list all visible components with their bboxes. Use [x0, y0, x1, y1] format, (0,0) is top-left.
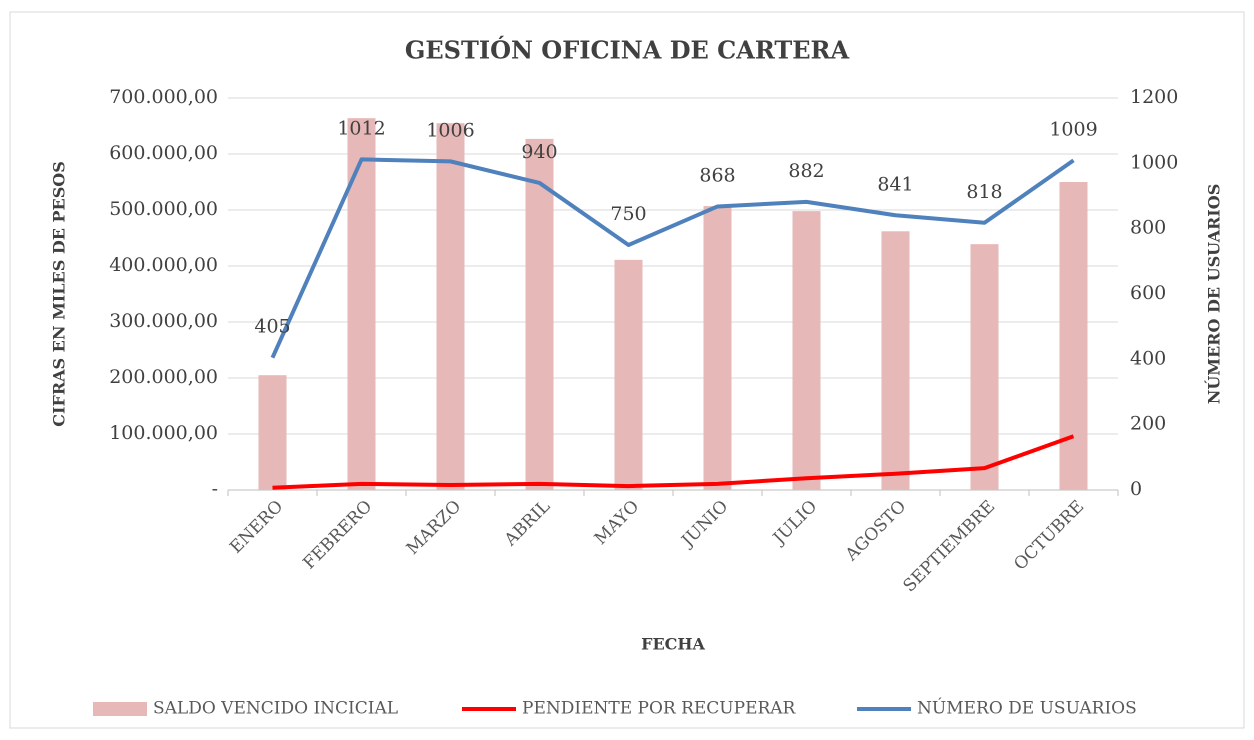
y-tick-label: 300.000,00	[109, 310, 218, 332]
y2-tick-label: 200	[1130, 413, 1166, 435]
legend-label: SALDO VENCIDO INCICIAL	[153, 699, 398, 719]
y2-tick-label: 1200	[1130, 86, 1178, 108]
legend-label: PENDIENTE POR RECUPERAR	[522, 699, 797, 719]
y-tick-label: 100.000,00	[109, 422, 218, 444]
data-label: 405	[254, 316, 290, 338]
bar	[792, 211, 821, 490]
bar	[614, 259, 643, 490]
y-tick-label: 700.000,00	[109, 86, 218, 108]
y-tick-label: 500.000,00	[109, 198, 218, 220]
bar	[525, 138, 554, 490]
line	[272, 434, 1075, 490]
data-label: 818	[966, 181, 1002, 203]
y2-axis-title: NÚMERO DE USUARIOS	[1204, 184, 1224, 405]
bar	[347, 118, 376, 490]
y2-tick-label: 1000	[1130, 151, 1178, 173]
bar	[881, 231, 910, 490]
line	[270, 157, 1075, 359]
y-tick-label: 200.000,00	[109, 366, 218, 388]
y2-tick-label: 400	[1130, 347, 1166, 369]
y-axis-title: CIFRAS EN MILES DE PESOS	[50, 161, 69, 426]
legend-label: NÚMERO DE USUARIOS	[917, 698, 1137, 719]
y-tick-label: 600.000,00	[109, 142, 218, 164]
data-label: 1012	[337, 117, 385, 139]
legend-swatch	[93, 702, 147, 716]
data-label: 841	[877, 173, 913, 195]
data-label: 868	[699, 164, 735, 186]
bar	[436, 123, 465, 490]
data-label: 750	[610, 203, 646, 225]
y-tick-label: -	[212, 478, 218, 500]
x-axis-title: FECHA	[641, 635, 705, 654]
bar	[970, 244, 999, 490]
bar	[258, 375, 287, 490]
data-label: 882	[788, 160, 824, 182]
chart-title: GESTIÓN OFICINA DE CARTERA	[405, 36, 850, 65]
y2-tick-label: 0	[1130, 478, 1142, 500]
y-tick-label: 400.000,00	[109, 254, 218, 276]
bar	[703, 206, 732, 490]
y2-tick-label: 800	[1130, 217, 1166, 239]
data-label: 940	[521, 141, 557, 163]
data-label: 1009	[1049, 118, 1097, 140]
y2-tick-label: 600	[1130, 282, 1166, 304]
bar	[1059, 182, 1088, 490]
data-label: 1006	[426, 119, 474, 141]
